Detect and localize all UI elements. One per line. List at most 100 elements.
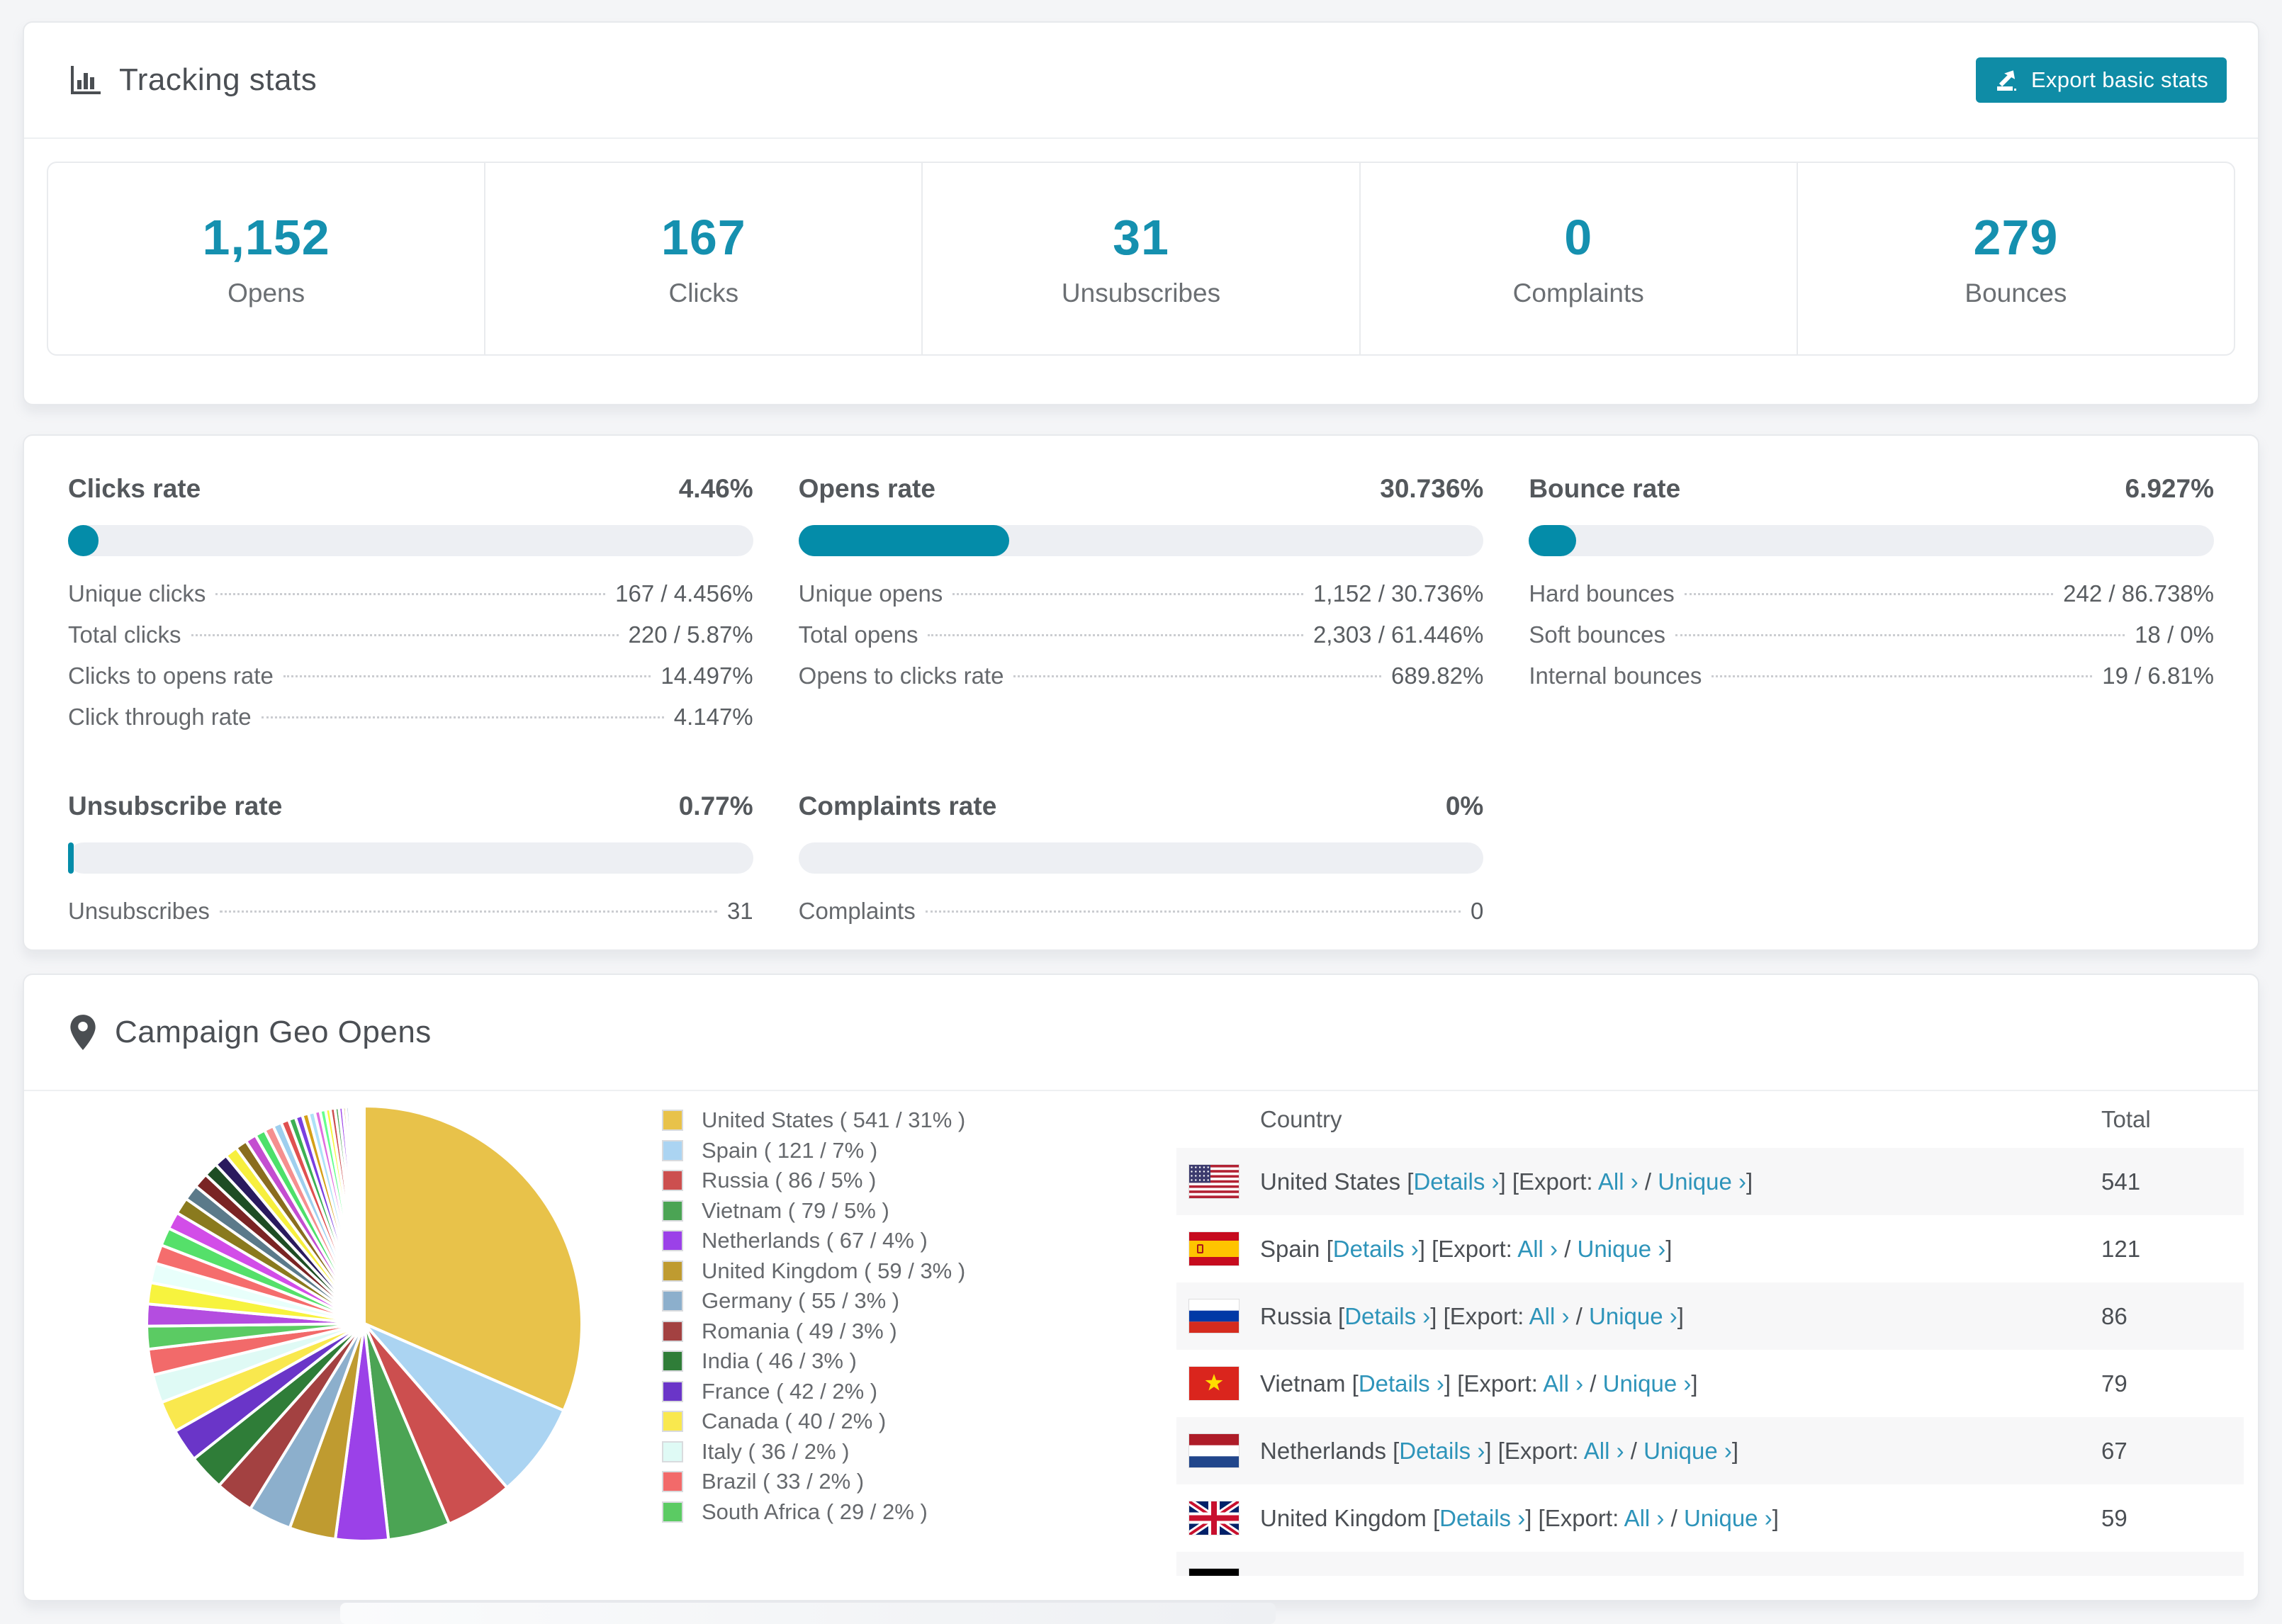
legend-label: United States ( 541 / 31% ) <box>702 1107 966 1133</box>
rate-stat-value: 1,152 / 30.736% <box>1313 580 1484 607</box>
legend-item: Spain ( 121 / 7% ) <box>662 1136 1158 1166</box>
export-unique-link[interactable]: Unique › <box>1577 1235 1666 1262</box>
legend-label: South Africa ( 29 / 2% ) <box>702 1499 928 1524</box>
rate-progress-bar <box>798 842 1484 874</box>
rate-panel-unsubscribe-rate: Unsubscribe rate 0.77% Unsubscribes 31 <box>68 791 753 939</box>
legend-label: India ( 46 / 3% ) <box>702 1348 857 1374</box>
export-unique-link[interactable]: Unique › <box>1683 1504 1772 1531</box>
geo-row-total: 59 <box>2101 1504 2128 1531</box>
details-link[interactable]: Details › <box>1332 1235 1419 1262</box>
geo-row-text: Spain [Details ›] [Export: All › / Uniqu… <box>1260 1235 1673 1262</box>
export-all-link[interactable]: All › <box>1597 1168 1639 1195</box>
export-basic-stats-button[interactable]: Export basic stats <box>1975 57 2227 103</box>
dotted-leader <box>928 634 1303 636</box>
export-unique-link[interactable]: Unique › <box>1658 1168 1746 1195</box>
dotted-leader <box>952 593 1303 595</box>
geo-row-text: United Kingdom [Details ›] [Export: All … <box>1260 1504 1779 1531</box>
geo-opens-pie-chart <box>137 1097 591 1550</box>
legend-item: United States ( 541 / 31% ) <box>662 1105 1158 1136</box>
export-all-link[interactable]: All › <box>1554 1572 1595 1577</box>
rate-panel-value: 6.927% <box>2125 474 2215 503</box>
legend-swatch-icon <box>662 1290 683 1312</box>
rate-stat-label: Total clicks <box>68 621 181 648</box>
export-all-link[interactable]: All › <box>1624 1504 1665 1531</box>
legend-label: Spain ( 121 / 7% ) <box>702 1137 878 1163</box>
geo-table-row-us: United States [Details ›] [Export: All ›… <box>1176 1148 2244 1215</box>
geo-table-rows: United States [Details ›] [Export: All ›… <box>1176 1148 2244 1576</box>
details-link[interactable]: Details › <box>1399 1437 1485 1464</box>
rate-stat-label: Opens to clicks rate <box>798 662 1004 689</box>
stat-cell-opens: 1,152 Opens <box>48 163 486 354</box>
stat-value: 1,152 <box>202 210 330 265</box>
rate-stat-value: 4.147% <box>673 704 753 730</box>
details-link[interactable]: Details › <box>1413 1168 1500 1195</box>
rate-stat-row: Internal bounces 19 / 6.81% <box>1529 662 2214 704</box>
rate-panel-title: Opens rate <box>798 474 935 503</box>
details-link[interactable]: Details › <box>1439 1504 1526 1531</box>
stat-cell-clicks: 167 Clicks <box>485 163 923 354</box>
stat-value: 31 <box>1113 210 1169 265</box>
rate-stat-value: 31 <box>726 898 753 924</box>
export-unique-link[interactable]: Unique › <box>1589 1302 1677 1329</box>
rate-stat-label: Internal bounces <box>1529 662 1702 689</box>
export-all-link[interactable]: All › <box>1583 1437 1624 1464</box>
geo-table-row-ru: Russia [Details ›] [Export: All › / Uniq… <box>1176 1282 2244 1350</box>
rate-stat-row: Unsubscribes 31 <box>68 898 753 939</box>
legend-swatch-icon <box>662 1320 683 1342</box>
legend-item: South Africa ( 29 / 2% ) <box>662 1497 1158 1528</box>
rate-stat-row: Total clicks 220 / 5.87% <box>68 621 753 662</box>
dotted-leader <box>219 910 717 913</box>
legend-item: France ( 42 / 2% ) <box>662 1377 1158 1407</box>
legend-label: Romania ( 49 / 3% ) <box>702 1318 897 1343</box>
legend-item: Vietnam ( 79 / 5% ) <box>662 1196 1158 1227</box>
geo-row-total: 79 <box>2101 1370 2128 1397</box>
legend-label: France ( 42 / 2% ) <box>702 1378 878 1404</box>
legend-swatch-icon <box>662 1110 683 1132</box>
details-link[interactable]: Details › <box>1369 1572 1455 1577</box>
rate-stat-row: Unique clicks 167 / 4.456% <box>68 580 753 621</box>
legend-item: Canada ( 40 / 2% ) <box>662 1406 1158 1437</box>
rate-panel-title: Unsubscribe rate <box>68 791 283 821</box>
bottom-overlay <box>340 1603 1276 1624</box>
campaign-geo-opens-title: Campaign Geo Opens <box>115 1015 432 1049</box>
export-all-link[interactable]: All › <box>1517 1235 1558 1262</box>
rate-progress-bar <box>798 525 1484 556</box>
campaign-geo-opens-header: Campaign Geo Opens <box>24 975 2258 1091</box>
dotted-leader <box>1675 634 2125 636</box>
export-all-link[interactable]: All › <box>1543 1370 1584 1397</box>
flag-vn-icon <box>1189 1367 1239 1400</box>
stat-cell-bounces: 279 Bounces <box>1798 163 2234 354</box>
export-all-link[interactable]: All › <box>1529 1302 1570 1329</box>
export-unique-link[interactable]: Unique › <box>1643 1437 1732 1464</box>
rate-stat-label: Total opens <box>798 621 918 648</box>
export-unique-link[interactable]: Unique › <box>1602 1370 1692 1397</box>
legend-item: Brazil ( 33 / 2% ) <box>662 1467 1158 1497</box>
dotted-leader <box>283 675 651 677</box>
rate-panel-complaints-rate: Complaints rate 0% Complaints 0 <box>798 791 1484 939</box>
country-name: Russia <box>1260 1302 1332 1329</box>
country-name: Netherlands <box>1260 1437 1386 1464</box>
geo-row-text: Germany [Details ›] [Export: All › / Uni… <box>1260 1572 1709 1577</box>
tracking-stats-card: Tracking stats Export basic stats 1,152 O… <box>23 21 2259 405</box>
flag-de-icon <box>1189 1569 1239 1576</box>
legend-item: Germany ( 55 / 3% ) <box>662 1286 1158 1316</box>
geo-row-text: Vietnam [Details ›] [Export: All › / Uni… <box>1260 1370 1698 1397</box>
rate-stat-row: Opens to clicks rate 689.82% <box>799 662 1484 704</box>
details-link[interactable]: Details › <box>1358 1370 1444 1397</box>
details-link[interactable]: Details › <box>1344 1302 1431 1329</box>
stat-label: Unsubscribes <box>1061 278 1221 308</box>
legend-label: Brazil ( 33 / 2% ) <box>702 1469 865 1494</box>
export-unique-link[interactable]: Unique › <box>1614 1572 1702 1577</box>
geo-opens-table: Country Total United States [Details ›] … <box>1176 1091 2244 1576</box>
dotted-leader <box>1013 675 1382 677</box>
rate-progress-fill <box>68 842 74 874</box>
bar-chart-icon <box>68 63 102 97</box>
geo-table-row-de: Germany [Details ›] [Export: All › / Uni… <box>1176 1552 2244 1576</box>
rate-stat-row: Complaints 0 <box>799 898 1484 939</box>
rate-stat-label: Unsubscribes <box>68 898 210 924</box>
rate-panel-bounce-rate: Bounce rate 6.927% Hard bounces 242 / 86.73… <box>1529 474 2214 745</box>
rate-panel-value: 4.46% <box>678 474 753 503</box>
rate-progress-bar <box>1529 525 2214 556</box>
rate-stat-label: Clicks to opens rate <box>68 662 274 689</box>
geo-row-text: Russia [Details ›] [Export: All › / Uniq… <box>1260 1302 1684 1329</box>
